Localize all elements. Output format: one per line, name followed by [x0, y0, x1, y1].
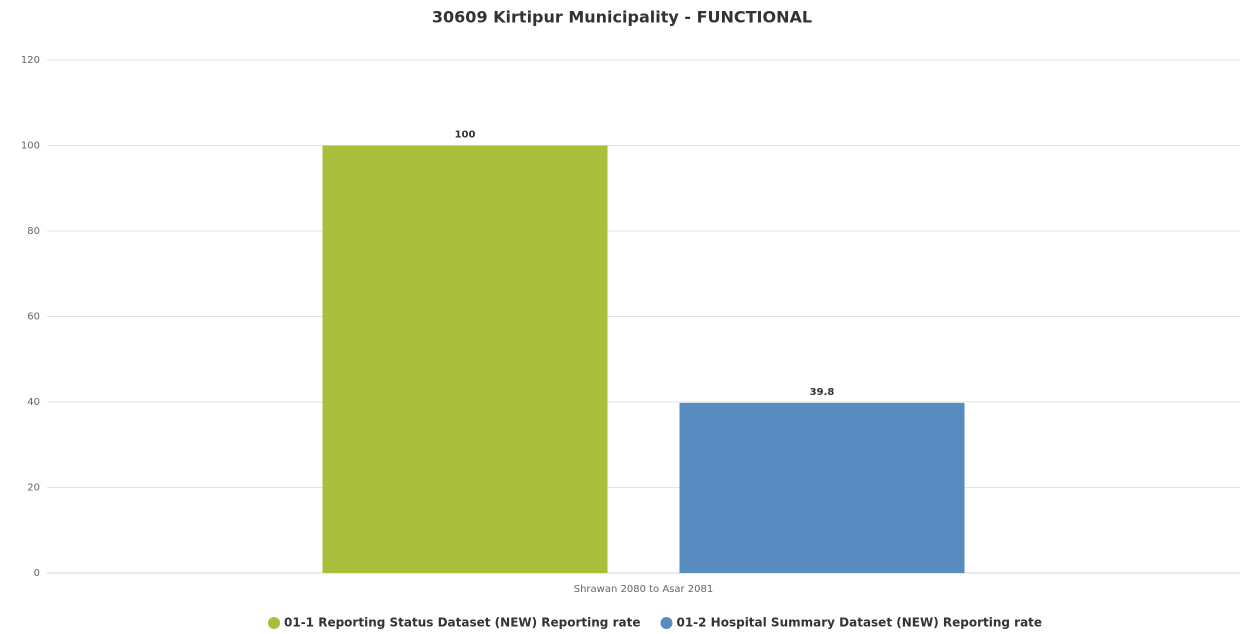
y-tick-label: 0 — [34, 568, 40, 579]
legend-label: 01-1 Reporting Status Dataset (NEW) Repo… — [284, 616, 640, 630]
y-tick-label: 40 — [27, 397, 40, 408]
y-tick-label: 100 — [21, 141, 40, 152]
y-tick-label: 60 — [27, 312, 40, 323]
bar — [322, 145, 608, 573]
chart-title: 30609 Kirtipur Municipality - FUNCTIONAL — [432, 8, 812, 27]
x-tick-label: Shrawan 2080 to Asar 2081 — [574, 584, 714, 595]
legend-marker — [268, 617, 280, 629]
y-tick-label: 120 — [21, 55, 40, 66]
legend-marker — [660, 617, 673, 629]
legend-label: 01-2 Hospital Summary Dataset (NEW) Repo… — [676, 616, 1042, 630]
y-tick-label: 20 — [27, 483, 40, 494]
data-label: 39.8 — [810, 387, 835, 398]
bar — [679, 402, 965, 573]
data-label: 100 — [455, 130, 476, 141]
y-tick-label: 80 — [27, 226, 40, 237]
